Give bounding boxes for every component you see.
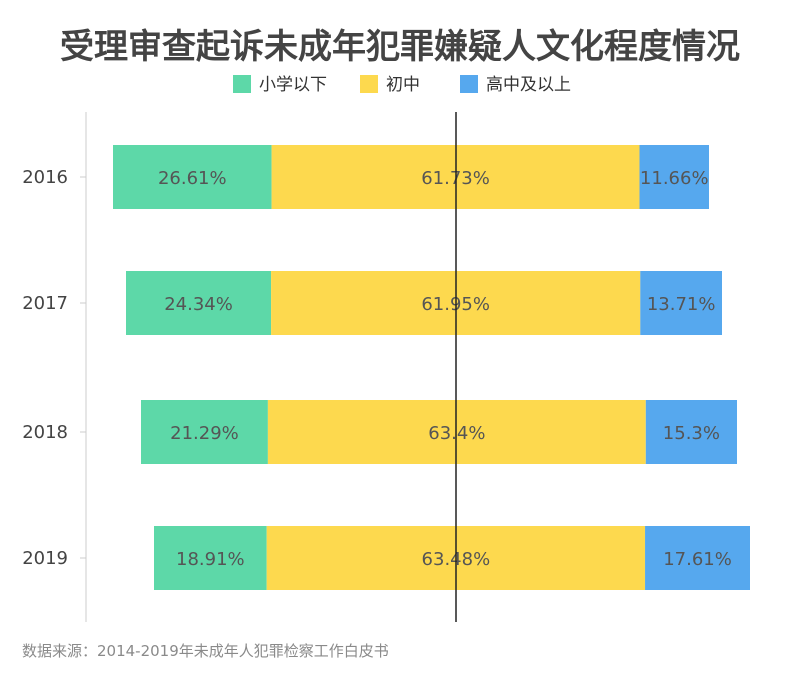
data-label-2019-series-1: 18.91% — [176, 549, 245, 570]
source-note: 数据来源：2014-2019年未成年人犯罪检察工作白皮书 — [22, 642, 389, 660]
data-label-2018-series-3: 15.3% — [663, 423, 720, 444]
bar-2018-series-3 — [645, 400, 737, 464]
legend-label-3: 高中及以上 — [486, 75, 571, 95]
data-label-2017-series-3: 13.71% — [647, 294, 716, 315]
legend: 小学以下 初中 高中及以上 — [233, 75, 571, 95]
data-label-2016-series-3: 11.66% — [640, 168, 709, 189]
data-label-2017-series-1: 24.34% — [164, 294, 233, 315]
bar-2017-series-3 — [640, 271, 722, 335]
bar-2016-series-1 — [113, 145, 272, 209]
bar-2019-series-3 — [645, 526, 750, 590]
bar-2016-series-3 — [639, 145, 709, 209]
bar-2017-series-1 — [126, 271, 272, 335]
legend-label-2: 初中 — [386, 75, 420, 95]
data-label-2016-series-1: 26.61% — [158, 168, 227, 189]
chart-title: 受理审查起诉未成年犯罪嫌疑人文化程度情况 — [60, 27, 740, 67]
category-label-2019: 2019 — [22, 548, 68, 569]
bar-2018-series-2 — [267, 400, 646, 464]
category-label-2017: 2017 — [22, 293, 68, 314]
bar-2019-series-1 — [154, 526, 267, 590]
bars — [113, 145, 750, 590]
legend-label-1: 小学以下 — [259, 75, 327, 95]
data-label-2018-series-1: 21.29% — [170, 423, 239, 444]
category-label-2018: 2018 — [22, 422, 68, 443]
legend-swatch-2 — [360, 75, 378, 93]
data-label-2019-series-3: 17.61% — [663, 549, 732, 570]
bar-2018-series-1 — [141, 400, 268, 464]
data-labels: 26.61% 61.73% 11.66%24.34% 61.95% 13.71%21.2… — [158, 168, 732, 570]
data-label-2018-series-2: 63.4% — [428, 423, 485, 444]
category-label-2016: 2016 — [22, 167, 68, 188]
y-axis: 2016 2017 2018 2019 — [22, 167, 86, 569]
legend-swatch-1 — [233, 75, 251, 93]
legend-swatch-3 — [460, 75, 478, 93]
